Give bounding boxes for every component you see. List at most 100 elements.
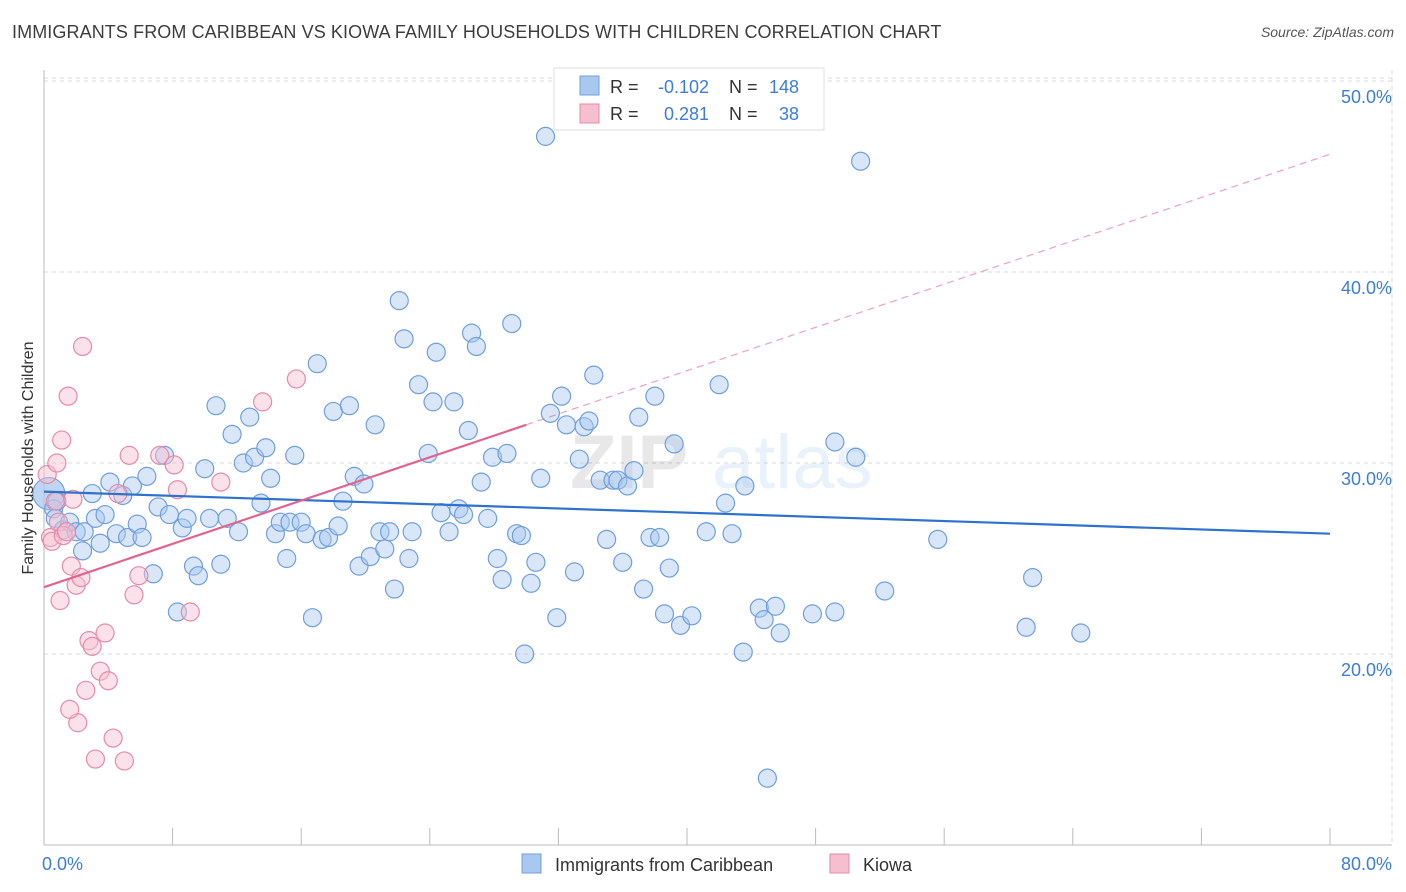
caribbean-point — [307, 354, 327, 374]
caribbean-point — [564, 562, 585, 582]
caribbean-point — [749, 598, 769, 618]
series-kiowa-points — [37, 336, 306, 771]
caribbean-point — [875, 581, 895, 601]
caribbean-point — [188, 566, 208, 586]
caribbean-point — [597, 529, 617, 550]
caribbean-point — [715, 493, 736, 513]
caribbean-point — [540, 403, 560, 423]
caribbean-point — [466, 336, 487, 357]
caribbean-point — [365, 415, 385, 435]
y-tick-label-50: 50.0% — [1341, 87, 1392, 107]
kiowa-point — [60, 699, 80, 719]
kiowa-point — [164, 455, 184, 475]
caribbean-point — [654, 604, 675, 624]
caribbean-point — [423, 392, 443, 412]
chart-title: IMMIGRANTS FROM CARIBBEAN VS KIOWA FAMIL… — [12, 22, 942, 42]
kiowa-point — [286, 369, 306, 389]
caribbean-point — [285, 445, 305, 465]
tick-labels: 0.0% 80.0% 20.0% 30.0% 40.0% 50.0% — [42, 87, 1392, 874]
caribbean-point — [106, 524, 126, 544]
caribbean-point — [492, 569, 512, 590]
kiowa-point — [253, 392, 273, 412]
caribbean-point — [682, 606, 702, 626]
caribbean-point — [770, 623, 790, 643]
caribbean-point — [261, 468, 281, 488]
caribbean-point — [482, 447, 503, 467]
caribbean-trend-line — [43, 490, 1331, 535]
caribbean-point — [159, 504, 179, 525]
kiowa-point — [45, 491, 65, 511]
caribbean-point — [1023, 567, 1043, 588]
caribbean-point — [722, 524, 742, 544]
caribbean-point — [624, 461, 644, 481]
caribbean-point — [526, 552, 546, 572]
watermark-atlas: atlas — [712, 420, 873, 505]
caribbean-point — [323, 401, 343, 422]
caribbean-point — [640, 527, 660, 548]
caribbean-point — [709, 375, 729, 395]
caribbean-point — [659, 558, 679, 578]
caribbean-point — [579, 411, 599, 431]
caribbean-point — [100, 472, 120, 492]
kiowa-point — [63, 489, 83, 509]
kiowa-point — [82, 636, 102, 656]
legend-label-kiowa: Kiowa — [863, 855, 913, 875]
caribbean-point — [502, 313, 522, 334]
caribbean-point — [608, 470, 628, 490]
caribbean-point — [251, 493, 271, 513]
kiowa-point — [85, 749, 106, 769]
stats-n-value-pink: 38 — [779, 104, 799, 124]
stats-legend: R = -0.102 N = 148 R = 0.281 N = 38 — [553, 67, 825, 131]
kiowa-point — [47, 453, 67, 473]
caribbean-point — [256, 438, 276, 458]
caribbean-point — [408, 375, 429, 395]
kiowa-point — [98, 671, 118, 691]
caribbean-point — [439, 522, 459, 542]
caribbean-point — [90, 533, 110, 553]
caribbean-point — [1071, 623, 1091, 643]
kiowa-trend-line — [43, 423, 527, 589]
caribbean-point — [825, 602, 845, 622]
caribbean-point — [802, 604, 822, 624]
caribbean-point — [32, 476, 66, 511]
caribbean-point — [172, 518, 192, 538]
kiowa-point — [124, 585, 144, 605]
caribbean-point — [426, 342, 446, 362]
caribbean-point — [375, 539, 395, 559]
kiowa-point — [76, 680, 96, 700]
legend-swatch-kiowa — [829, 853, 850, 874]
caribbean-point — [195, 459, 215, 479]
kiowa-point — [180, 602, 200, 622]
caribbean-point — [132, 527, 152, 548]
caribbean-point — [380, 522, 400, 542]
stats-n-label-blue: N = — [729, 77, 758, 97]
kiowa-point — [56, 522, 77, 542]
caribbean-point — [143, 564, 163, 584]
caribbean-point — [825, 432, 845, 452]
caribbean-point — [547, 608, 567, 628]
caribbean-point — [928, 529, 948, 550]
caribbean-point — [389, 291, 409, 311]
y-tick-label-30: 30.0% — [1341, 469, 1392, 489]
stats-r-value-pink: 0.281 — [664, 104, 709, 124]
caribbean-point — [183, 556, 204, 576]
caribbean-point — [1016, 617, 1036, 637]
series-legend: Immigrants from Caribbean Kiowa — [521, 853, 913, 875]
caribbean-point — [431, 503, 451, 523]
legend-swatch-caribbean — [521, 853, 542, 874]
caribbean-point — [569, 449, 589, 469]
caribbean-point — [735, 476, 755, 496]
stats-n-label-pink: N = — [729, 104, 758, 124]
kiowa-point — [72, 336, 93, 357]
kiowa-point — [103, 728, 123, 748]
caribbean-point — [471, 472, 491, 492]
stats-swatch-blue — [579, 75, 600, 96]
y-tick-label-40: 40.0% — [1341, 278, 1392, 298]
gridlines — [44, 70, 1393, 845]
caribbean-point — [733, 642, 753, 662]
caribbean-point — [228, 522, 249, 542]
caribbean-point — [851, 151, 871, 171]
caribbean-point — [765, 596, 786, 616]
kiowa-point — [58, 386, 78, 406]
